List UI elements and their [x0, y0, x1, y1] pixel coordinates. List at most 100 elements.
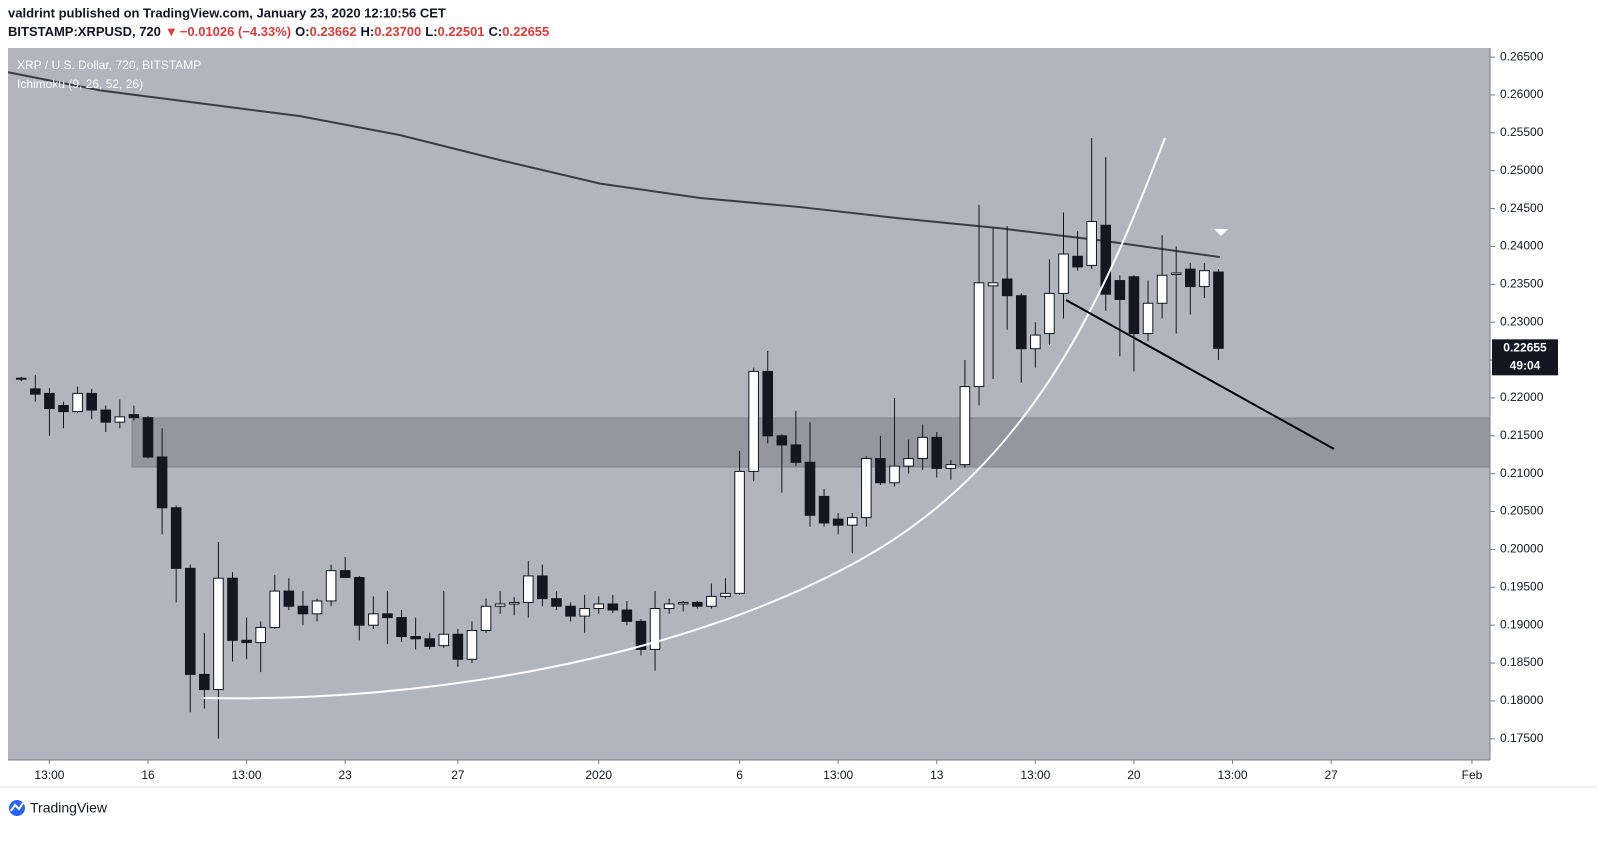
x-tick-label: 23	[339, 768, 353, 782]
x-tick-label: 20	[1127, 768, 1141, 782]
support-zone	[131, 417, 1491, 468]
candle-body	[184, 567, 196, 675]
candle-body	[30, 388, 41, 395]
candle-body	[1058, 253, 1069, 294]
candle-body	[649, 608, 661, 650]
candle-body	[269, 590, 281, 628]
candle-body	[677, 601, 689, 605]
y-tick-label: 0.24500	[1500, 201, 1544, 215]
x-tick-label: 13:00	[823, 768, 853, 782]
quote-line: BITSTAMP:XRPUSD, 720 ▼ −0.01026 (−4.33%) O:…	[8, 24, 549, 39]
x-tick-label: 13	[930, 768, 944, 782]
candle-body	[593, 603, 605, 610]
x-tick-label: 27	[451, 768, 465, 782]
candle-body	[607, 603, 619, 611]
marks	[7, 71, 1224, 739]
candle-body	[283, 590, 295, 607]
high: 0.23700	[374, 24, 421, 39]
open-label: O:	[295, 24, 309, 39]
y-tick-label: 0.23000	[1500, 314, 1544, 328]
candle-body	[508, 601, 520, 605]
candle-body	[1199, 270, 1210, 288]
candle-body	[466, 629, 478, 660]
open: 0.23662	[310, 24, 357, 39]
candle-body	[382, 613, 393, 619]
candle-body	[1030, 334, 1041, 350]
candle-body	[325, 570, 337, 602]
candle-body	[1213, 271, 1224, 349]
legend-indicator: Ichimoku (9, 26, 52, 26)	[17, 77, 143, 91]
candle-body	[945, 464, 957, 469]
candle-body	[170, 507, 182, 569]
close: 0.22655	[502, 24, 549, 39]
down-arrow	[1214, 229, 1228, 236]
candle-body	[931, 436, 943, 469]
arrow: ▼	[165, 24, 178, 39]
trend-line	[1065, 299, 1335, 450]
candle-body	[368, 613, 379, 626]
candle-body	[861, 458, 872, 519]
candle-body	[114, 416, 126, 423]
countdown: 49:04	[1510, 358, 1541, 372]
y-tick-label: 0.20500	[1500, 504, 1544, 518]
change: −0.01026 (−4.33%)	[180, 24, 291, 39]
candle-body	[875, 458, 886, 484]
candle-body	[551, 598, 562, 607]
logo	[9, 800, 25, 816]
x-tick-label: 27	[1324, 768, 1338, 782]
candle-body	[748, 370, 759, 472]
low: 0.22501	[438, 24, 485, 39]
legend-symbol: XRP / U.S. Dollar, 720, BITSTAMP	[17, 58, 201, 72]
candle-body	[396, 617, 407, 638]
candle-body	[720, 592, 731, 597]
candle-body	[917, 436, 928, 460]
candle-body	[100, 409, 112, 423]
x-tick-label: 16	[141, 768, 155, 782]
y-tick-label: 0.25000	[1500, 163, 1544, 177]
y-tick-label: 0.23500	[1500, 276, 1544, 290]
candle-body	[1156, 274, 1168, 304]
y-tick-label: 0.18500	[1500, 655, 1544, 669]
candle-body	[213, 577, 224, 691]
price-label: 0.22655	[1503, 340, 1547, 354]
candle-body	[410, 636, 421, 640]
candle-body	[1128, 276, 1140, 335]
y-tick-label: 0.18000	[1500, 693, 1544, 707]
candle-body	[255, 626, 266, 644]
parabolic-curve	[202, 137, 1166, 700]
x-tick-label: 13:00	[34, 768, 64, 782]
candle-body	[156, 456, 168, 509]
candle-body	[804, 461, 816, 516]
candle-body	[846, 517, 858, 526]
low-label: L:	[425, 24, 437, 39]
candle-body	[1142, 302, 1154, 335]
y-tick-label: 0.24000	[1500, 239, 1544, 253]
candle-body	[86, 392, 97, 411]
candle-body	[353, 576, 365, 626]
candle-body	[241, 639, 252, 644]
candle-body	[889, 465, 900, 484]
candle-body	[621, 609, 633, 622]
candle-body	[438, 633, 450, 647]
candle-body	[706, 595, 717, 607]
candle-body	[987, 282, 999, 287]
candle-body	[424, 638, 435, 647]
candle-body	[297, 605, 309, 615]
y-tick-label: 0.26000	[1500, 87, 1544, 101]
candle-body	[1100, 224, 1112, 295]
candle-body	[776, 435, 788, 446]
price-label-box	[1492, 339, 1558, 376]
y-tick-label: 0.20000	[1500, 542, 1544, 556]
x-tick-label: 13:00	[1218, 768, 1248, 782]
candle-body	[663, 603, 675, 610]
x-tick-label: 6	[736, 768, 743, 782]
candle-body	[1015, 295, 1027, 350]
candle-body	[1086, 220, 1097, 266]
candle-body	[832, 518, 844, 526]
candle-body	[1170, 272, 1182, 275]
symbol: BITSTAMP:XRPUSD, 720	[8, 24, 161, 39]
candle-body	[1001, 278, 1013, 297]
y-tick-label: 0.21000	[1500, 466, 1544, 480]
candle-body	[1072, 255, 1083, 268]
